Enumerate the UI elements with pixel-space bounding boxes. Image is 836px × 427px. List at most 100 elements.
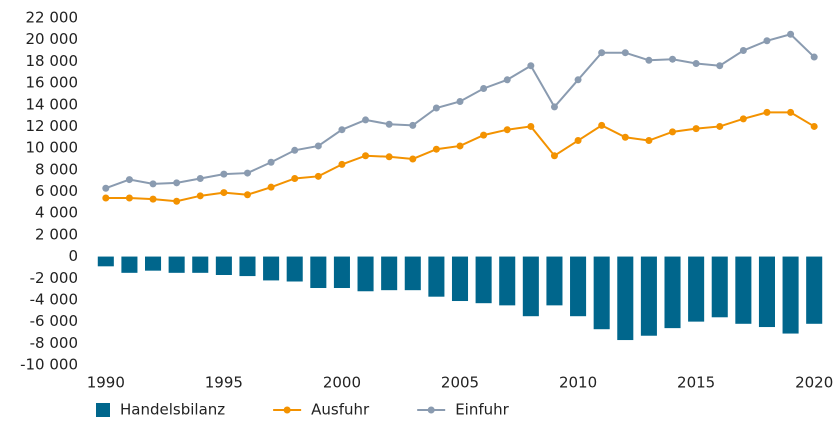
point <box>267 158 275 166</box>
bar <box>499 256 516 306</box>
x-tick-label: 2020 <box>795 374 833 392</box>
point <box>102 184 110 192</box>
point <box>338 126 346 134</box>
point <box>645 137 653 145</box>
point <box>149 195 157 203</box>
point <box>810 122 818 130</box>
point <box>503 126 511 134</box>
point <box>716 122 724 130</box>
point <box>763 37 771 45</box>
y-tick-label: -10 000 <box>20 356 78 374</box>
point <box>149 180 157 188</box>
bar <box>97 256 114 267</box>
point <box>621 133 629 141</box>
point <box>527 122 535 130</box>
y-tick-label: 0 <box>68 247 78 265</box>
bar <box>357 256 374 292</box>
point <box>787 30 795 38</box>
point <box>810 53 818 61</box>
bar <box>593 256 610 330</box>
point <box>338 160 346 168</box>
point <box>220 170 228 178</box>
point <box>125 194 133 202</box>
bar <box>310 256 327 289</box>
point <box>480 131 488 139</box>
y-tick-label: 20 000 <box>26 30 79 48</box>
bar <box>381 256 398 291</box>
x-tick-label: 1995 <box>205 374 243 392</box>
point <box>645 56 653 64</box>
point <box>574 76 582 84</box>
point <box>550 103 558 111</box>
bar <box>145 256 162 271</box>
point <box>362 152 370 160</box>
bar <box>404 256 421 291</box>
bar <box>428 256 445 297</box>
point <box>598 121 606 129</box>
point <box>621 49 629 57</box>
point <box>716 62 724 70</box>
line <box>105 111 815 203</box>
x-tick-label: 2010 <box>559 374 597 392</box>
point <box>456 142 464 150</box>
y-tick-label: -4 000 <box>30 290 78 308</box>
point <box>173 179 181 187</box>
point <box>409 121 417 129</box>
y-tick-label: 10 000 <box>26 139 79 157</box>
point <box>243 169 251 177</box>
legend-label: Einfuhr <box>455 401 509 419</box>
point <box>574 137 582 145</box>
bar <box>215 256 232 275</box>
point <box>787 108 795 116</box>
point <box>503 76 511 84</box>
bar <box>475 256 492 304</box>
point <box>196 192 204 200</box>
bar <box>333 256 350 289</box>
point <box>125 176 133 184</box>
point <box>692 60 700 68</box>
bar <box>192 256 209 273</box>
point <box>173 197 181 205</box>
point <box>291 174 299 182</box>
bar <box>664 256 681 329</box>
y-tick-label: 16 000 <box>26 74 79 92</box>
point <box>739 47 747 55</box>
point <box>550 152 558 160</box>
bar <box>570 256 587 317</box>
bar <box>617 256 634 341</box>
bar <box>782 256 799 334</box>
x-tick-label: 2000 <box>323 374 361 392</box>
bar <box>451 256 469 302</box>
legend-label: Ausfuhr <box>311 401 370 419</box>
point <box>692 125 700 133</box>
y-tick-label: -2 000 <box>30 269 78 287</box>
x-tick-label: 1990 <box>87 374 125 392</box>
bar <box>711 256 728 318</box>
point <box>385 120 393 128</box>
point <box>362 116 370 124</box>
point <box>102 194 110 202</box>
bar <box>263 256 280 281</box>
bar <box>286 256 303 282</box>
y-tick-label: 8 000 <box>35 160 78 178</box>
legend-swatch <box>283 406 291 414</box>
bar <box>640 256 657 336</box>
y-tick-label: 6 000 <box>35 182 78 200</box>
legend-swatch <box>427 406 435 414</box>
point <box>220 189 228 197</box>
point <box>598 49 606 57</box>
point <box>243 191 251 199</box>
point <box>267 183 275 191</box>
bar <box>758 256 775 328</box>
y-tick-label: 22 000 <box>26 9 79 27</box>
point <box>527 62 535 70</box>
point <box>432 104 440 112</box>
legend-item: Einfuhr <box>417 401 510 419</box>
x-tick-label: 2015 <box>677 374 715 392</box>
legend-item: Handelsbilanz <box>96 401 225 419</box>
legend-label: Handelsbilanz <box>120 401 225 419</box>
x-tick-label: 2005 <box>441 374 479 392</box>
line <box>105 33 815 190</box>
y-tick-label: -8 000 <box>30 334 78 352</box>
